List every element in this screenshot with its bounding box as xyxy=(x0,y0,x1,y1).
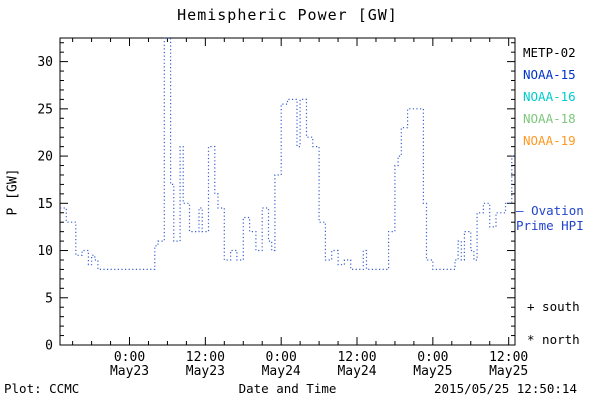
y-tick-label: 5 xyxy=(45,291,53,306)
legend-ovation: — Ovation Prime HPI xyxy=(516,203,584,233)
y-tick-label: 10 xyxy=(37,244,53,259)
legend-marker-south: + south xyxy=(527,299,580,314)
x-tick-date: May25 xyxy=(413,364,452,379)
tick-labels: 0:00May2312:00May230:00May2412:00May240:… xyxy=(37,55,528,379)
legend-ovation-text: Ovation xyxy=(531,203,584,218)
hpi-data-line xyxy=(60,37,515,270)
y-tick-label: 25 xyxy=(37,102,53,117)
x-tick-date: May24 xyxy=(262,364,301,379)
y-tick-label: 20 xyxy=(37,150,53,165)
legend-item-noaa-15: NOAA-15 xyxy=(523,67,576,82)
line-sample-dash: — xyxy=(516,203,524,218)
y-tick-label: 30 xyxy=(37,55,53,70)
plot-credit: Plot: CCMC xyxy=(4,381,80,396)
legend-ovation-line1: — Ovation xyxy=(516,203,584,218)
x-axis-label: Date and Time xyxy=(238,381,337,396)
x-tick-time: 12:00 xyxy=(489,350,528,365)
axis-ticks xyxy=(60,38,515,346)
timestamp: 2015/05/25 12:50:14 xyxy=(434,381,577,396)
y-tick-label: 0 xyxy=(45,339,53,354)
plot-frame xyxy=(59,37,516,346)
chart-title: Hemispheric Power [GW] xyxy=(177,6,398,24)
y-tick-label: 15 xyxy=(37,197,53,212)
x-tick-time: 12:00 xyxy=(337,350,376,365)
x-tick-time: 0:00 xyxy=(266,350,297,365)
legend-item-metp-02: METP-02 xyxy=(523,45,576,60)
y-axis-label: P [GW] xyxy=(5,168,21,216)
x-tick-time: 0:00 xyxy=(114,350,145,365)
legend-item-noaa-19: NOAA-19 xyxy=(523,133,576,148)
x-tick-time: 12:00 xyxy=(186,350,225,365)
x-tick-time: 0:00 xyxy=(417,350,448,365)
x-tick-date: May23 xyxy=(186,364,225,379)
x-tick-date: May23 xyxy=(110,364,149,379)
x-tick-date: May25 xyxy=(489,364,528,379)
legend-item-noaa-18: NOAA-18 xyxy=(523,111,576,126)
legend-satellites: METP-02 NOAA-15 NOAA-16 NOAA-18 NOAA-19 xyxy=(523,42,576,152)
legend-marker-north: * north xyxy=(527,332,580,347)
x-tick-date: May24 xyxy=(337,364,376,379)
legend-item-noaa-16: NOAA-16 xyxy=(523,89,576,104)
legend-ovation-line2: Prime HPI xyxy=(516,218,584,233)
